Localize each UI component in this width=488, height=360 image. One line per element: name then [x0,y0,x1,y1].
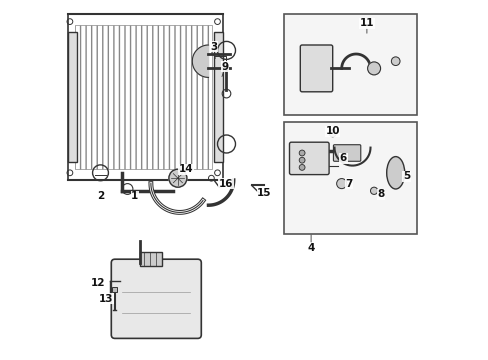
Text: 1: 1 [131,191,138,201]
Circle shape [370,187,377,194]
Text: 8: 8 [377,189,384,199]
FancyBboxPatch shape [300,45,332,92]
Text: 6: 6 [339,153,346,163]
Bar [68,32,77,162]
Ellipse shape [386,157,404,189]
Bar [112,287,117,292]
Bar [284,122,416,234]
Circle shape [168,169,186,187]
Circle shape [299,165,305,170]
Text: 14: 14 [179,164,193,174]
Text: 9: 9 [221,62,228,72]
Bar [140,252,162,266]
Circle shape [390,57,399,66]
Circle shape [328,130,336,137]
Polygon shape [192,45,208,77]
Text: 10: 10 [325,126,339,136]
Circle shape [367,62,380,75]
Bar [213,32,223,162]
Text: 12: 12 [91,278,105,288]
Bar [75,25,212,169]
Text: 11: 11 [359,18,373,28]
Text: 7: 7 [345,179,352,189]
FancyBboxPatch shape [111,259,201,338]
FancyBboxPatch shape [333,145,360,161]
Text: 5: 5 [402,171,409,181]
Text: 15: 15 [257,188,271,198]
Circle shape [299,150,305,156]
Text: 16: 16 [218,179,233,189]
Text: 4: 4 [307,243,314,253]
Text: 3: 3 [210,42,217,52]
Text: 13: 13 [99,294,113,304]
Text: 2: 2 [97,191,104,201]
Bar [284,14,416,115]
FancyBboxPatch shape [289,142,328,175]
Circle shape [299,157,305,163]
Circle shape [336,179,346,189]
Bar [68,14,223,180]
